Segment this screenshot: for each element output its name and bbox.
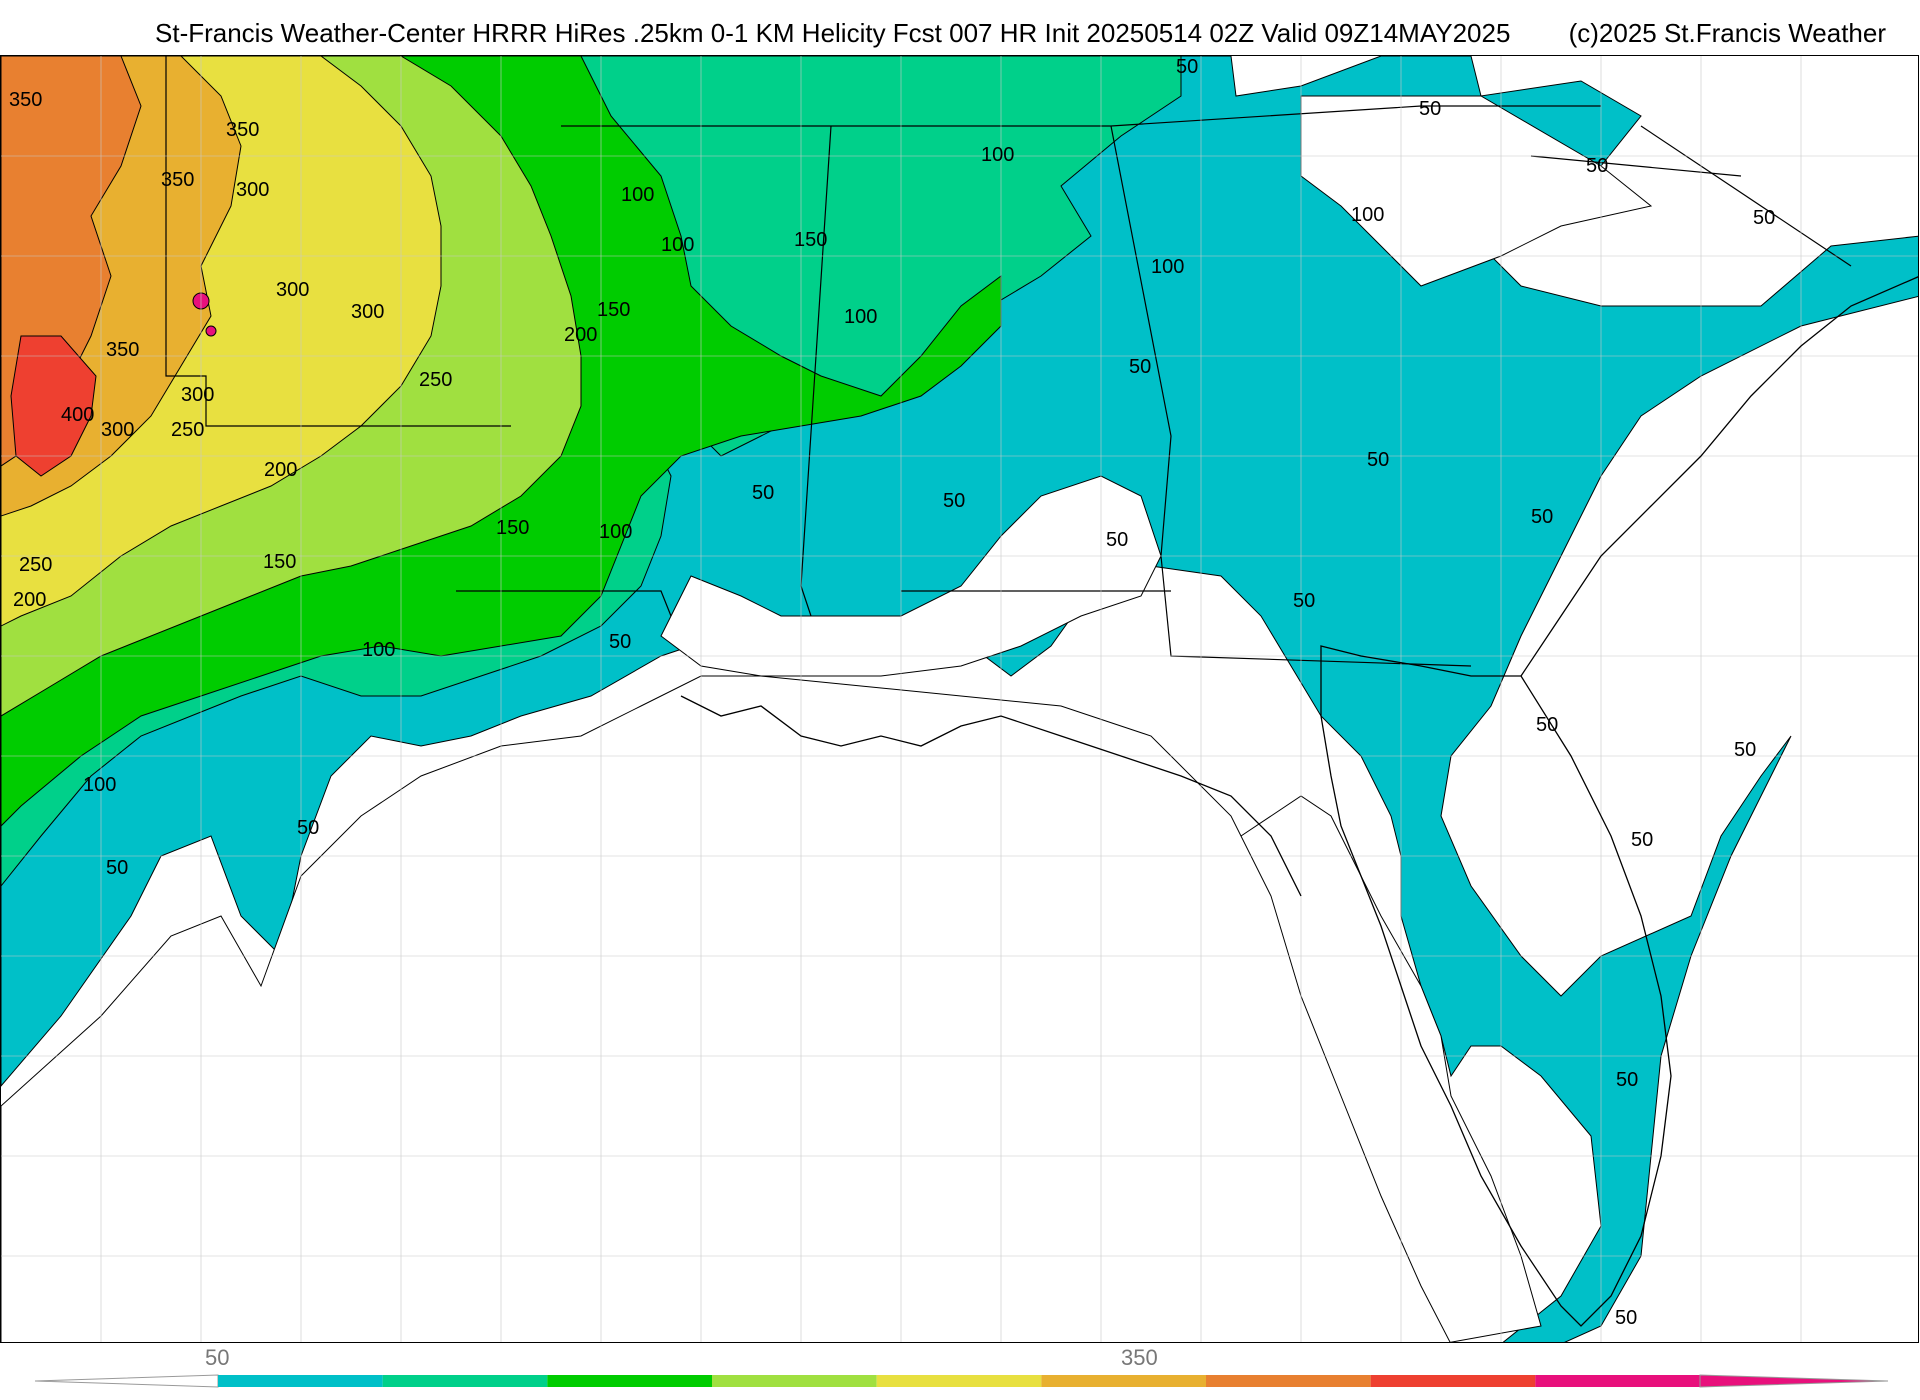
colorbar-scale: [34, 1374, 1889, 1388]
contour-label: 400: [61, 404, 94, 426]
contour-label: 50: [1734, 739, 1756, 761]
contour-label: 350: [226, 119, 259, 141]
contour-label: 100: [1351, 204, 1384, 226]
copyright-notice: (c)2025 St.Francis Weather: [1568, 18, 1886, 48]
colorbar-legend: 50 350: [0, 1343, 1920, 1400]
contour-label: 50: [1106, 529, 1128, 551]
contour-label: 150: [496, 517, 529, 539]
colorbar-segment: [547, 1375, 712, 1387]
map-title: St-Francis Weather-Center HRRR HiRes .25…: [155, 18, 1511, 48]
contour-label: 200: [564, 324, 597, 346]
contour-label: 200: [264, 459, 297, 481]
county-grid: [1, 56, 1918, 1342]
contour-label: 50: [1536, 714, 1558, 736]
atlantic-coastline: [1520, 276, 1918, 677]
contour-labels: 350 350 350 300 300 300 350 400 300 300 …: [9, 56, 1775, 839]
colorbar-segment: [218, 1375, 383, 1387]
contour-label: 50: [1419, 98, 1441, 120]
contour-label: 50: [1753, 207, 1775, 229]
contour-label: 250: [171, 419, 204, 441]
contour-label: 100: [83, 774, 116, 796]
svg-text:50: 50: [1631, 829, 1653, 851]
contour-label: 150: [794, 229, 827, 251]
contour-label: 350: [161, 169, 194, 191]
svg-text:50: 50: [1616, 1069, 1638, 1091]
colorbar-tick-label: 350: [1121, 1345, 1158, 1370]
colorbar-left-arrow: [34, 1374, 219, 1388]
colorbar-segment: [1370, 1375, 1536, 1387]
contour-label: 50: [1586, 155, 1608, 177]
colorbar-segment: [1041, 1375, 1206, 1387]
contour-label: 150: [597, 299, 630, 321]
contour-label: 50: [1367, 449, 1389, 471]
contour-label: 50: [1176, 56, 1198, 78]
gulf-coastline: [680, 695, 1302, 897]
contour-label: 100: [844, 306, 877, 328]
contour-label: 300: [181, 384, 214, 406]
contour-label: 50: [297, 817, 319, 839]
contour-label: 150: [263, 551, 296, 573]
contour-label: 250: [19, 554, 52, 576]
contour-label: 50: [1293, 590, 1315, 612]
contour-label: 200: [13, 589, 46, 611]
contour-label: 100: [1151, 256, 1184, 278]
map-title-bar: St-Francis Weather-Center HRRR HiRes .25…: [0, 12, 1920, 56]
contour-label: 350: [9, 89, 42, 111]
helicity-map: 350 350 350 300 300 300 350 400 300 300 …: [1, 56, 1918, 1342]
contour-label: 300: [101, 419, 134, 441]
contour-label: 50: [1129, 356, 1151, 378]
contour-label: 350: [106, 339, 139, 361]
svg-text:50: 50: [106, 857, 128, 879]
colorbar-segment: [1206, 1375, 1371, 1387]
contour-label: 100: [981, 144, 1014, 166]
contour-label: 50: [752, 482, 774, 504]
contour-label: 100: [661, 234, 694, 256]
contour-label: 100: [362, 639, 395, 661]
contour-label: 50: [609, 631, 631, 653]
contour-label: 100: [621, 184, 654, 206]
contour-label: 250: [419, 369, 452, 391]
colorbar-segments: [218, 1375, 1700, 1387]
colorbar-right-arrow: [1699, 1374, 1889, 1388]
colorbar-segment: [876, 1375, 1042, 1387]
svg-text:50: 50: [1615, 1307, 1637, 1329]
contour-label: 300: [236, 179, 269, 201]
colorbar-segment: [1535, 1375, 1700, 1387]
colorbar-tick-label: 50: [205, 1345, 230, 1370]
contour-label: 300: [276, 279, 309, 301]
contour-label: 100: [599, 521, 632, 543]
contour-label: 300: [351, 301, 384, 323]
contour-label: 50: [943, 490, 965, 512]
colorbar-segment: [712, 1375, 877, 1387]
map-panel: 350 350 350 300 300 300 350 400 300 300 …: [0, 55, 1919, 1343]
contour-label: 50: [1531, 506, 1553, 528]
colorbar-segment: [382, 1375, 548, 1387]
florida-coastline: [1320, 645, 1672, 1327]
